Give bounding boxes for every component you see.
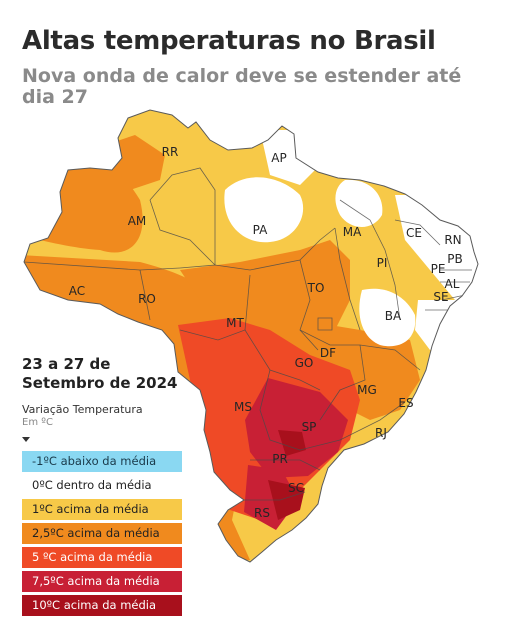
state-label-es: ES bbox=[398, 396, 413, 410]
state-label-pb: PB bbox=[447, 252, 462, 266]
state-label-sp: SP bbox=[302, 420, 317, 434]
state-label-se: SE bbox=[433, 290, 448, 304]
state-label-mg: MG bbox=[357, 383, 377, 397]
legend-item-5: 5 ºC acima da média bbox=[22, 547, 182, 568]
caret-down-icon bbox=[22, 437, 30, 442]
state-label-pr: PR bbox=[272, 452, 288, 466]
state-label-pa: PA bbox=[253, 223, 268, 237]
period-label: 23 a 27 de Setembro de 2024 bbox=[22, 355, 178, 392]
legend-item-10: 10ºC acima da média bbox=[22, 595, 182, 616]
legend-item-0: 0ºC dentro da média bbox=[22, 475, 182, 496]
state-label-ap: AP bbox=[271, 151, 286, 165]
state-label-mt: MT bbox=[226, 316, 244, 330]
state-label-al: AL bbox=[445, 277, 460, 291]
legend: -1ºC abaixo da média 0ºC dentro da média… bbox=[22, 451, 182, 619]
map-title: Altas temperaturas no Brasil bbox=[22, 26, 436, 56]
state-label-rs: RS bbox=[254, 506, 270, 520]
state-label-ac: AC bbox=[69, 284, 85, 298]
state-label-rj: RJ bbox=[375, 426, 387, 440]
state-label-pe: PE bbox=[431, 262, 446, 276]
state-label-am: AM bbox=[128, 214, 147, 228]
state-label-sc: SC bbox=[288, 481, 304, 495]
state-label-ce: CE bbox=[406, 226, 422, 240]
state-label-ro: RO bbox=[138, 292, 156, 306]
legend-item-minus-1: -1ºC abaixo da média bbox=[22, 451, 182, 472]
variation-title: Variação Temperatura bbox=[22, 403, 143, 416]
state-label-go: GO bbox=[295, 356, 314, 370]
state-label-rr: RR bbox=[162, 145, 179, 159]
map-subtitle: Nova onda de calor deve se estender até … bbox=[22, 65, 462, 108]
state-label-rn: RN bbox=[444, 233, 461, 247]
state-label-pi: PI bbox=[377, 256, 388, 270]
variation-unit: Em ºC bbox=[22, 417, 53, 428]
legend-item-1: 1ºC acima da média bbox=[22, 499, 182, 520]
state-label-to: TO bbox=[307, 281, 325, 295]
state-label-ba: BA bbox=[385, 309, 402, 323]
state-label-ma: MA bbox=[343, 225, 362, 239]
state-label-df: DF bbox=[320, 346, 336, 360]
state-label-ms: MS bbox=[234, 400, 252, 414]
legend-item-2-5: 2,5ºC acima da média bbox=[22, 523, 182, 544]
legend-item-7-5: 7,5ºC acima da média bbox=[22, 571, 182, 592]
